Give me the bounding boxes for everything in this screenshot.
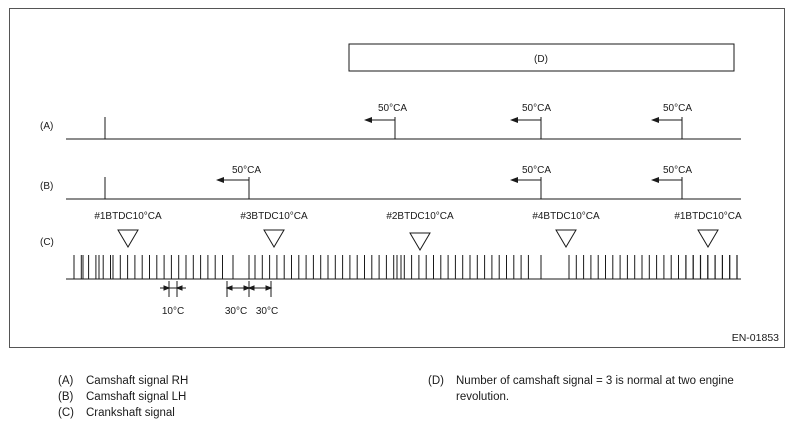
box-d-label: (D) — [534, 54, 548, 65]
tdc-triangle — [409, 232, 431, 251]
row-b-pulse-label: 50°CA — [663, 165, 692, 176]
dimension-30-right — [247, 281, 273, 297]
row-b-pulse: 50°CA — [651, 165, 692, 199]
tdc-marker: #2BTDC10°CA — [386, 211, 454, 251]
dimension-label: 30°C — [256, 306, 278, 317]
legend-text: Camshaft signal LH — [86, 391, 187, 403]
legend-item: (A) Camshaft signal RH — [58, 373, 188, 389]
legend-item: (C) Crankshaft signal — [58, 405, 188, 421]
tdc-triangle — [263, 229, 285, 248]
row-b-pulse-label: 50°CA — [522, 165, 551, 176]
tdc-marker-label: #1BTDC10°CA — [674, 211, 742, 222]
legend-key: (A) — [58, 375, 74, 387]
legend-text: Number of camshaft signal = 3 is normal … — [456, 375, 734, 403]
row-a-pulse: 50°CA — [510, 103, 551, 139]
row-a-pulse-label: 50°CA — [522, 103, 551, 114]
tdc-triangle — [697, 229, 719, 248]
row-a-label: (A) — [40, 121, 53, 132]
dimension-label: 30°C — [225, 306, 247, 317]
row-a-pulse: 50°CA — [364, 103, 407, 139]
tdc-marker: #1BTDC10°CA — [94, 211, 162, 248]
legend-item: (D) Number of camshaft signal = 3 is nor… — [428, 373, 758, 405]
figure-frame — [9, 8, 785, 348]
row-c-label: (C) — [40, 237, 54, 248]
crankshaft-teeth — [73, 255, 738, 279]
row-b-label: (B) — [40, 181, 53, 192]
row-b-pulse: 50°CA — [216, 165, 261, 199]
tdc-marker: #1BTDC10°CA — [674, 211, 742, 248]
legend-key: (C) — [58, 407, 74, 419]
legend-right: (D) Number of camshaft signal = 3 is nor… — [428, 373, 758, 405]
figure-code: EN-01853 — [731, 332, 779, 344]
box-d — [348, 43, 735, 72]
row-a-pulse-label: 50°CA — [663, 103, 692, 114]
legend-key: (B) — [58, 391, 74, 403]
row-a-pulse: 50°CA — [651, 103, 692, 139]
legend-left: (A) Camshaft signal RH (B) Camshaft sign… — [58, 373, 188, 421]
tdc-marker: #3BTDC10°CA — [240, 211, 308, 248]
dimension-10 — [160, 281, 186, 297]
dimension-30-left — [225, 281, 251, 297]
legend-item: (B) Camshaft signal LH — [58, 389, 188, 405]
tdc-marker-label: #1BTDC10°CA — [94, 211, 162, 222]
legend-key: (D) — [428, 375, 444, 387]
tdc-marker: #4BTDC10°CA — [532, 211, 600, 248]
legend-text: Camshaft signal RH — [86, 375, 189, 387]
legend-text: Crankshaft signal — [86, 407, 175, 419]
tdc-marker-label: #2BTDC10°CA — [386, 211, 454, 222]
tdc-marker-label: #3BTDC10°CA — [240, 211, 308, 222]
tdc-triangle — [555, 229, 577, 248]
row-b-pulse-label: 50°CA — [232, 165, 261, 176]
row-b-pulse: 50°CA — [510, 165, 551, 199]
tdc-triangle — [117, 229, 139, 248]
row-a-pulse-label: 50°CA — [378, 103, 407, 114]
tdc-marker-label: #4BTDC10°CA — [532, 211, 600, 222]
dimension-label: 10°C — [162, 306, 184, 317]
